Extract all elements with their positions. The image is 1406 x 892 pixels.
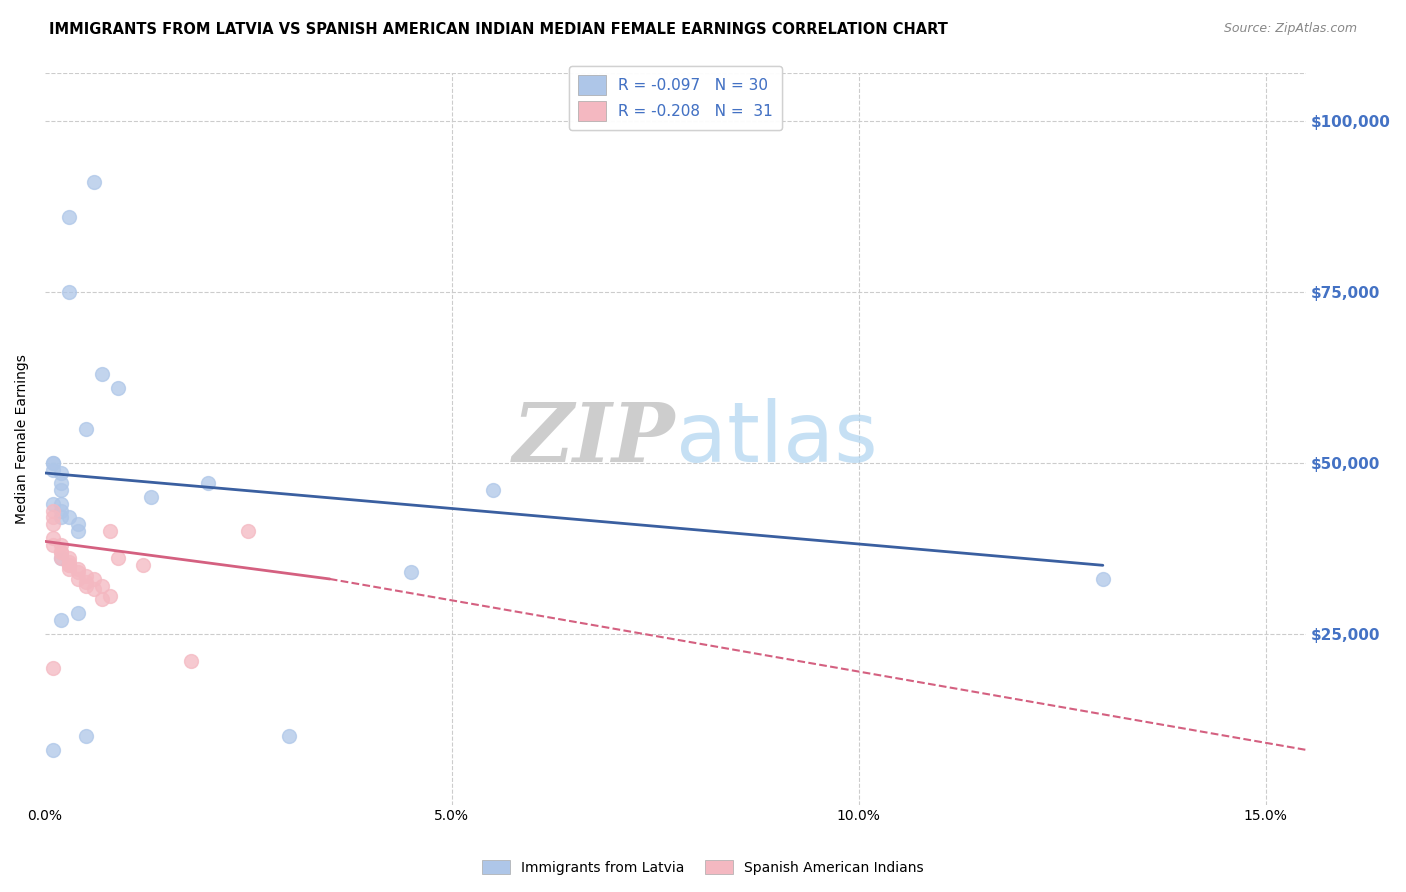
Point [51,497,73,511]
Point [51,613,73,627]
Point [58,558,80,573]
Point [278,729,301,743]
Point [75,575,97,590]
Point [83,582,105,597]
Y-axis label: Median Female Earnings: Median Female Earnings [15,354,30,524]
Point [42,456,65,470]
Text: ZIP: ZIP [513,399,676,479]
Point [51,483,73,497]
Point [131,558,153,573]
Point [42,743,65,757]
Point [66,565,89,579]
Point [139,490,162,504]
Point [51,551,73,566]
Point [51,476,73,491]
Point [98,589,121,603]
Point [42,462,65,476]
Text: IMMIGRANTS FROM LATVIA VS SPANISH AMERICAN INDIAN MEDIAN FEMALE EARNINGS CORRELA: IMMIGRANTS FROM LATVIA VS SPANISH AMERIC… [49,22,948,37]
Point [90,592,112,607]
Point [66,572,89,586]
Point [180,654,202,668]
Point [66,524,89,538]
Point [51,510,73,524]
Point [98,524,121,538]
Point [42,661,65,675]
Text: Source: ZipAtlas.com: Source: ZipAtlas.com [1223,22,1357,36]
Point [238,524,260,538]
Point [58,285,80,299]
Point [66,606,89,620]
Point [58,510,80,524]
Point [51,551,73,566]
Point [90,579,112,593]
Point [42,503,65,517]
Point [51,503,73,517]
Legend: Immigrants from Latvia, Spanish American Indians: Immigrants from Latvia, Spanish American… [477,855,929,880]
Point [58,558,80,573]
Point [197,476,219,491]
Point [75,421,97,435]
Point [58,562,80,576]
Point [66,517,89,532]
Point [42,510,65,524]
Point [66,562,89,576]
Point [1091,572,1114,586]
Text: atlas: atlas [676,399,877,479]
Point [399,565,422,579]
Point [58,551,80,566]
Point [51,538,73,552]
Point [42,497,65,511]
Point [481,483,503,497]
Point [51,466,73,480]
Point [42,456,65,470]
Point [107,551,129,566]
Point [51,544,73,558]
Point [75,568,97,582]
Point [42,517,65,532]
Point [42,531,65,545]
Point [107,380,129,394]
Point [58,555,80,569]
Point [75,729,97,743]
Point [58,210,80,224]
Point [83,175,105,189]
Point [75,579,97,593]
Point [90,367,112,381]
Point [42,538,65,552]
Point [51,544,73,558]
Point [83,572,105,586]
Legend: R = -0.097   N = 30, R = -0.208   N =  31: R = -0.097 N = 30, R = -0.208 N = 31 [569,66,782,129]
